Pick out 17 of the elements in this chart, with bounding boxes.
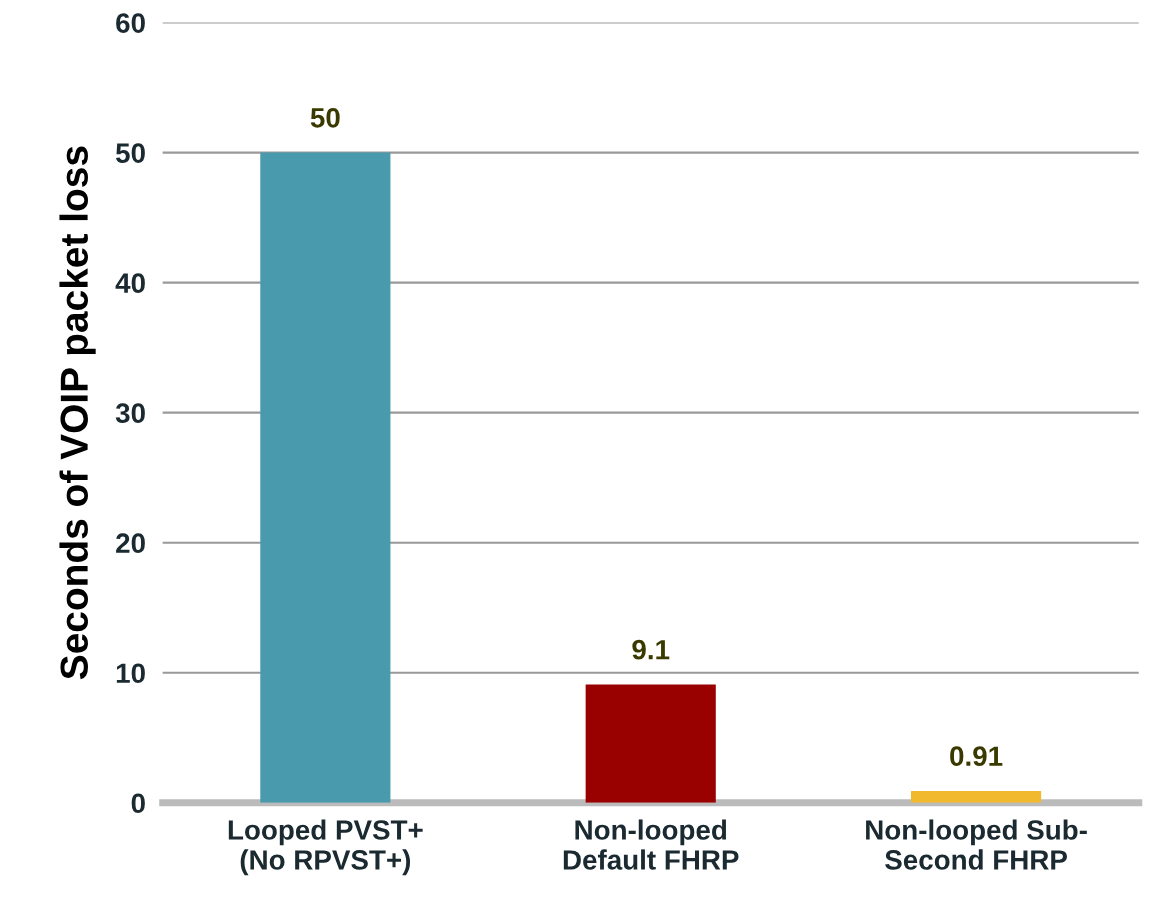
y-tick-label: 30 xyxy=(115,403,145,424)
bar xyxy=(585,684,716,803)
y-tick-label: 40 xyxy=(115,273,145,293)
y-axis-title: Seconds of VOIP packet loss xyxy=(59,146,96,680)
y-tick-label: 60 xyxy=(116,13,145,33)
bar xyxy=(260,152,391,803)
x-tick-label: Looped PVST+ (No RPVST+) xyxy=(228,819,423,876)
y-tick-label: 0 xyxy=(131,793,145,814)
bar xyxy=(911,790,1042,803)
data-label: 9.1 xyxy=(632,639,670,660)
data-label: 0.91 xyxy=(950,746,1003,767)
data-label: 50 xyxy=(310,107,340,128)
y-tick-label: 10 xyxy=(116,663,145,684)
x-tick-label: Non-looped Default FHRP xyxy=(563,819,739,870)
y-tick-label: 20 xyxy=(116,533,145,554)
y-tick-label: 50 xyxy=(115,143,145,163)
x-tick-label: Non-looped Sub- Second FHRP xyxy=(866,819,1087,870)
